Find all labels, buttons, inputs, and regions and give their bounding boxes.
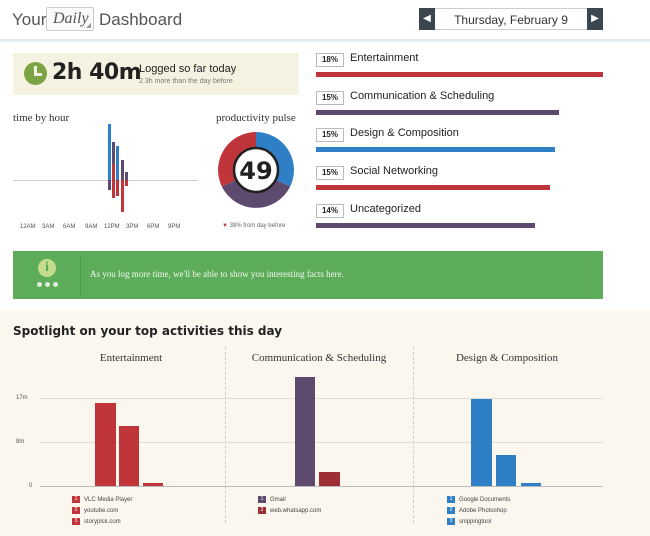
hour-label: 9AM <box>85 224 98 230</box>
info-divider <box>80 255 81 295</box>
legend-item: 3 storypick.com <box>72 518 121 525</box>
spotlight-title: Spotlight on your top activities this da… <box>13 324 283 338</box>
category-bar <box>316 72 603 77</box>
legend-item: 2 web.whatsapp.com <box>258 507 321 514</box>
gridline <box>40 442 603 443</box>
spotlight-bar[interactable] <box>521 482 541 486</box>
header-your: Your <box>12 10 47 29</box>
prev-day-button[interactable]: ◀ <box>419 8 435 30</box>
category-bar <box>316 185 550 190</box>
gridline <box>40 486 603 487</box>
time-by-hour-title: time by hour <box>13 112 70 124</box>
hour-label: 12AM <box>20 224 36 230</box>
hour-bar <box>121 160 124 180</box>
chevron-right-icon: ▶ <box>591 13 599 24</box>
hour-bar <box>125 172 128 180</box>
dropdown-caret-icon <box>86 23 91 28</box>
legend-item: 1 Google Documents <box>447 496 510 503</box>
spotlight-bar[interactable] <box>471 398 492 486</box>
info-banner: i As you log more time, we'll be able to… <box>13 251 603 299</box>
pulse-note: ▼ 38% from day before <box>222 223 285 229</box>
carousel-dot[interactable] <box>37 282 42 287</box>
hour-bar <box>121 180 124 212</box>
legend-item: 1 Gmail <box>258 496 286 503</box>
date-display[interactable]: Thursday, February 9 <box>435 8 587 30</box>
hour-label: 6AM <box>63 224 76 230</box>
category-pct: 14% <box>316 204 344 218</box>
category-name: Communication & Scheduling <box>350 90 495 102</box>
category-name: Uncategorized <box>350 203 421 215</box>
spotlight-bar[interactable] <box>119 426 139 486</box>
gridline <box>40 398 603 399</box>
pulse-value: 49 <box>239 157 272 185</box>
hour-label: 6PM <box>147 224 160 230</box>
panel-separator <box>225 347 226 523</box>
header-dashboard: Dashboard <box>99 10 183 29</box>
carousel-dot[interactable] <box>45 282 50 287</box>
hour-label: 12PM <box>104 224 120 230</box>
spotlight-bar[interactable] <box>496 455 516 486</box>
spotlight-bar[interactable] <box>143 482 163 486</box>
category-pct: 15% <box>316 91 344 105</box>
hour-bar <box>116 180 119 196</box>
pulse-note-text: 38% from day before <box>229 223 286 229</box>
category-name: Design & Composition <box>350 127 459 139</box>
category-name: Social Networking <box>350 165 439 177</box>
period-select[interactable]: Daily <box>46 7 94 31</box>
legend-item: 3 snippingtool <box>447 518 491 525</box>
period-label: Daily <box>53 10 89 27</box>
legend-item: 2 youtube.com <box>72 507 118 514</box>
category-bar <box>316 223 535 228</box>
y-tick: 8m <box>16 439 25 445</box>
info-text: As you log more time, we'll be able to s… <box>90 269 344 279</box>
next-day-button[interactable]: ▶ <box>587 8 603 30</box>
legend-item: 2 Adobe Photoshop <box>447 507 507 514</box>
spotlight-section: Spotlight on your top activities this da… <box>0 310 650 536</box>
hour-bar <box>108 180 111 190</box>
info-icon: i <box>38 259 56 277</box>
logged-time-value: 2h 40m <box>52 60 142 85</box>
spotlight-bar[interactable] <box>95 403 116 486</box>
hour-bar <box>112 164 115 180</box>
panel-title: Entertainment <box>99 352 163 364</box>
hour-label: 9PM <box>168 224 181 230</box>
category-pct: 15% <box>316 128 344 142</box>
spotlight-bar[interactable] <box>319 471 340 486</box>
category-pct: 15% <box>316 166 344 180</box>
panel-title: Design & Composition <box>455 352 559 364</box>
hour-bar <box>112 180 115 198</box>
y-tick: 17m <box>16 395 28 401</box>
panel-separator <box>413 347 414 523</box>
hour-bar <box>125 180 128 186</box>
pulse-donut: 49 <box>218 132 294 208</box>
arrow-down-icon: ▼ <box>222 223 228 229</box>
legend-item: 1 VLC Media Player <box>72 496 132 503</box>
carousel-dot[interactable] <box>53 282 58 287</box>
hour-bar <box>116 146 119 180</box>
logged-time-box: 2h 40m Logged so far today 2.3h more tha… <box>13 53 299 95</box>
clock-icon <box>24 62 47 85</box>
logged-time-sub: 2.3h more than the day before <box>139 78 233 85</box>
y-tick: 0 <box>29 483 33 489</box>
pulse-title: productivity pulse <box>216 112 296 124</box>
hour-label: 3AM <box>42 224 55 230</box>
time-by-hour-axis <box>13 180 198 181</box>
time-by-hour-chart <box>13 124 198 220</box>
hour-bar <box>112 142 115 164</box>
logged-time-label: Logged so far today <box>139 63 237 75</box>
category-bar <box>316 110 559 115</box>
header-bar: Your Daily Dashboard ◀ Thursday, Februar… <box>0 0 650 42</box>
category-name: Entertainment <box>350 52 419 64</box>
category-bar <box>316 147 555 152</box>
panel-title: Communication & Scheduling <box>251 352 387 364</box>
hour-bar <box>108 124 111 180</box>
chevron-left-icon: ◀ <box>423 13 431 24</box>
category-pct: 18% <box>316 53 344 67</box>
hour-label: 3PM <box>126 224 139 230</box>
spotlight-bar[interactable] <box>295 377 315 486</box>
pulse-segment-purple <box>221 179 291 208</box>
